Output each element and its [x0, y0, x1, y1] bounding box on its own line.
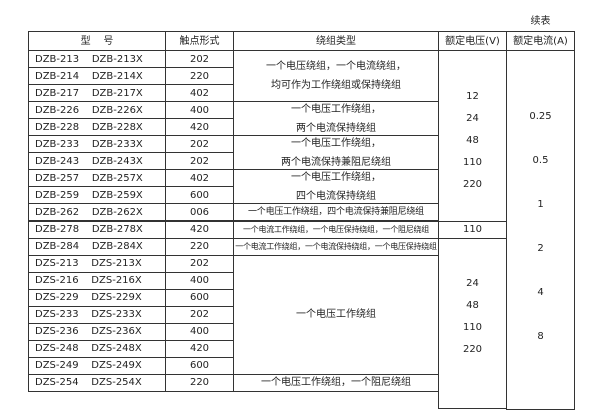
winding-type-cell: 一个电压工作绕组: [233, 254, 439, 375]
winding-type-cell: 一个电压工作绕组， 两个电流保持绕组: [233, 101, 439, 137]
contact-form-cell: 220: [165, 373, 234, 392]
winding-type-text: 一个电压工作绕组，: [291, 137, 381, 149]
winding-type-cell: 一个电压绕组，一个电流绕组， 均可作为工作绕组或保持绕组: [233, 50, 439, 103]
contact-form-cell: 420: [165, 118, 234, 137]
model-cell: DZB-233 DZB-233X: [28, 135, 166, 154]
winding-type-text: 均可作为工作绕组或保持绕组: [271, 80, 401, 92]
header-voltage: 额定电压(V): [438, 31, 507, 51]
rated-voltage-value: 24: [466, 112, 479, 124]
contact-form-cell: 400: [165, 322, 234, 341]
contact-form-cell: 402: [165, 84, 234, 103]
contact-form-cell: 402: [165, 169, 234, 188]
winding-type-text: 一个电压工作绕组，一个阻尼绕组: [261, 377, 411, 389]
rated-current-value: 1: [537, 199, 544, 210]
contact-form-cell: 420: [165, 220, 234, 239]
winding-type-cell: 一个电流工作绕组，一个电压保持绕组，一个阻尼绕组: [233, 220, 439, 239]
header-winding: 绕组类型: [233, 31, 439, 51]
model-cell: DZB-213 DZB-213X: [28, 50, 166, 69]
winding-type-cell: 一个电压工作绕组，四个电流保持兼阻尼绕组: [233, 203, 439, 222]
contact-form-cell: 202: [165, 135, 234, 154]
winding-type-text: 一个电压工作绕组，四个电流保持兼阻尼绕组: [247, 206, 424, 217]
winding-type-text: 两个电流保持兼阻尼绕组: [281, 156, 391, 168]
winding-type-text: 两个电流保持绕组: [296, 122, 376, 134]
winding-type-text: 一个电压工作绕组，: [291, 171, 381, 183]
rated-current-value: 8: [537, 331, 544, 342]
contact-form-cell: 220: [165, 237, 234, 256]
rated-current-value: 0.5: [532, 155, 549, 166]
rated-current-values: 0.25 0.5 1 2 4 8: [506, 95, 575, 359]
contact-form-cell: 202: [165, 152, 234, 171]
contact-form-cell: 600: [165, 356, 234, 375]
model-cell: DZB-228 DZB-228X: [28, 118, 166, 137]
model-cell: DZB-284 DZB-284X: [28, 237, 166, 256]
contact-form-cell: 600: [165, 186, 234, 205]
model-cell: DZS-229 DZS-229X: [28, 288, 166, 307]
contact-form-cell: 600: [165, 288, 234, 307]
rated-current-value: 2: [537, 243, 544, 254]
model-cell: DZS-236 DZS-236X: [28, 322, 166, 341]
model-cell: DZB-243 DZB-243X: [28, 152, 166, 171]
model-cell: DZB-278 DZB-278X: [28, 220, 166, 239]
rated-voltage-value: 110: [462, 321, 483, 333]
winding-type-cell: 一个电压工作绕组，一个阻尼绕组: [233, 373, 439, 392]
model-cell: DZB-214 DZB-214X: [28, 67, 166, 86]
winding-type-text: 一个电压工作绕组，: [291, 103, 381, 115]
model-cell: DZS-249 DZS-249X: [28, 356, 166, 375]
contact-form-cell: 420: [165, 339, 234, 358]
model-cell: DZS-248 DZS-248X: [28, 339, 166, 358]
rated-voltage-value: 220: [462, 343, 483, 355]
winding-type-text: 一个电压工作绕组: [296, 309, 376, 321]
header-contact: 触点形式: [165, 31, 234, 51]
model-cell: DZB-259 DZB-259X: [28, 186, 166, 205]
rated-voltage-value: 220: [462, 178, 483, 190]
header-model: 型 号: [28, 31, 166, 51]
model-cell: DZS-213 DZS-213X: [28, 254, 166, 273]
rated-voltage-value: 48: [466, 299, 479, 311]
model-cell: DZB-262 DZB-262X: [28, 203, 166, 222]
rated-voltage-value: 12: [466, 90, 479, 102]
model-cell: DZB-217 DZB-217X: [28, 84, 166, 103]
model-cell: DZS-254 DZS-254X: [28, 373, 166, 392]
rated-current-value: 4: [537, 287, 544, 298]
contact-form-cell: 202: [165, 305, 234, 324]
rated-voltage-value: 110: [462, 224, 483, 236]
contact-form-cell: 202: [165, 50, 234, 69]
header-current: 额定电流(A): [506, 31, 575, 51]
model-cell: DZB-257 DZB-257X: [28, 169, 166, 188]
rated-voltage-value: 24: [466, 277, 479, 289]
winding-type-text: 一个电流工作绕组，一个电压保持绕组，一个阻尼绕组: [243, 225, 429, 235]
winding-type-text: 一个电压绕组，一个电流绕组，: [266, 61, 406, 73]
rated-voltage-value: 48: [466, 134, 479, 146]
rated-voltage-cell: 12 24 48 110 220: [438, 50, 507, 222]
rated-voltage-cell: 110: [438, 220, 507, 239]
rated-current-value: 0.25: [529, 111, 552, 122]
winding-type-cell: 一个电压工作绕组， 两个电流保持兼阻尼绕组: [233, 135, 439, 171]
contact-form-cell: 006: [165, 203, 234, 222]
winding-type-text: 一个电流工作绕组，一个电流保持绕组，一个电压保持绕组: [235, 242, 437, 252]
winding-type-cell: 一个电压工作绕组， 四个电流保持绕组: [233, 169, 439, 205]
winding-type-cell: 一个电流工作绕组，一个电流保持绕组，一个电压保持绕组: [233, 237, 439, 256]
continued-label: 续表: [530, 16, 551, 27]
rated-voltage-value: 110: [462, 156, 483, 168]
model-cell: DZB-226 DZB-226X: [28, 101, 166, 120]
contact-form-cell: 400: [165, 271, 234, 290]
contact-form-cell: 400: [165, 101, 234, 120]
contact-form-cell: 202: [165, 254, 234, 273]
winding-type-text: 四个电流保持绕组: [296, 190, 376, 202]
model-cell: DZS-233 DZS-233X: [28, 305, 166, 324]
contact-form-cell: 220: [165, 67, 234, 86]
model-cell: DZS-216 DZS-216X: [28, 271, 166, 290]
rated-voltage-cell: 24 48 110 220: [438, 237, 507, 410]
